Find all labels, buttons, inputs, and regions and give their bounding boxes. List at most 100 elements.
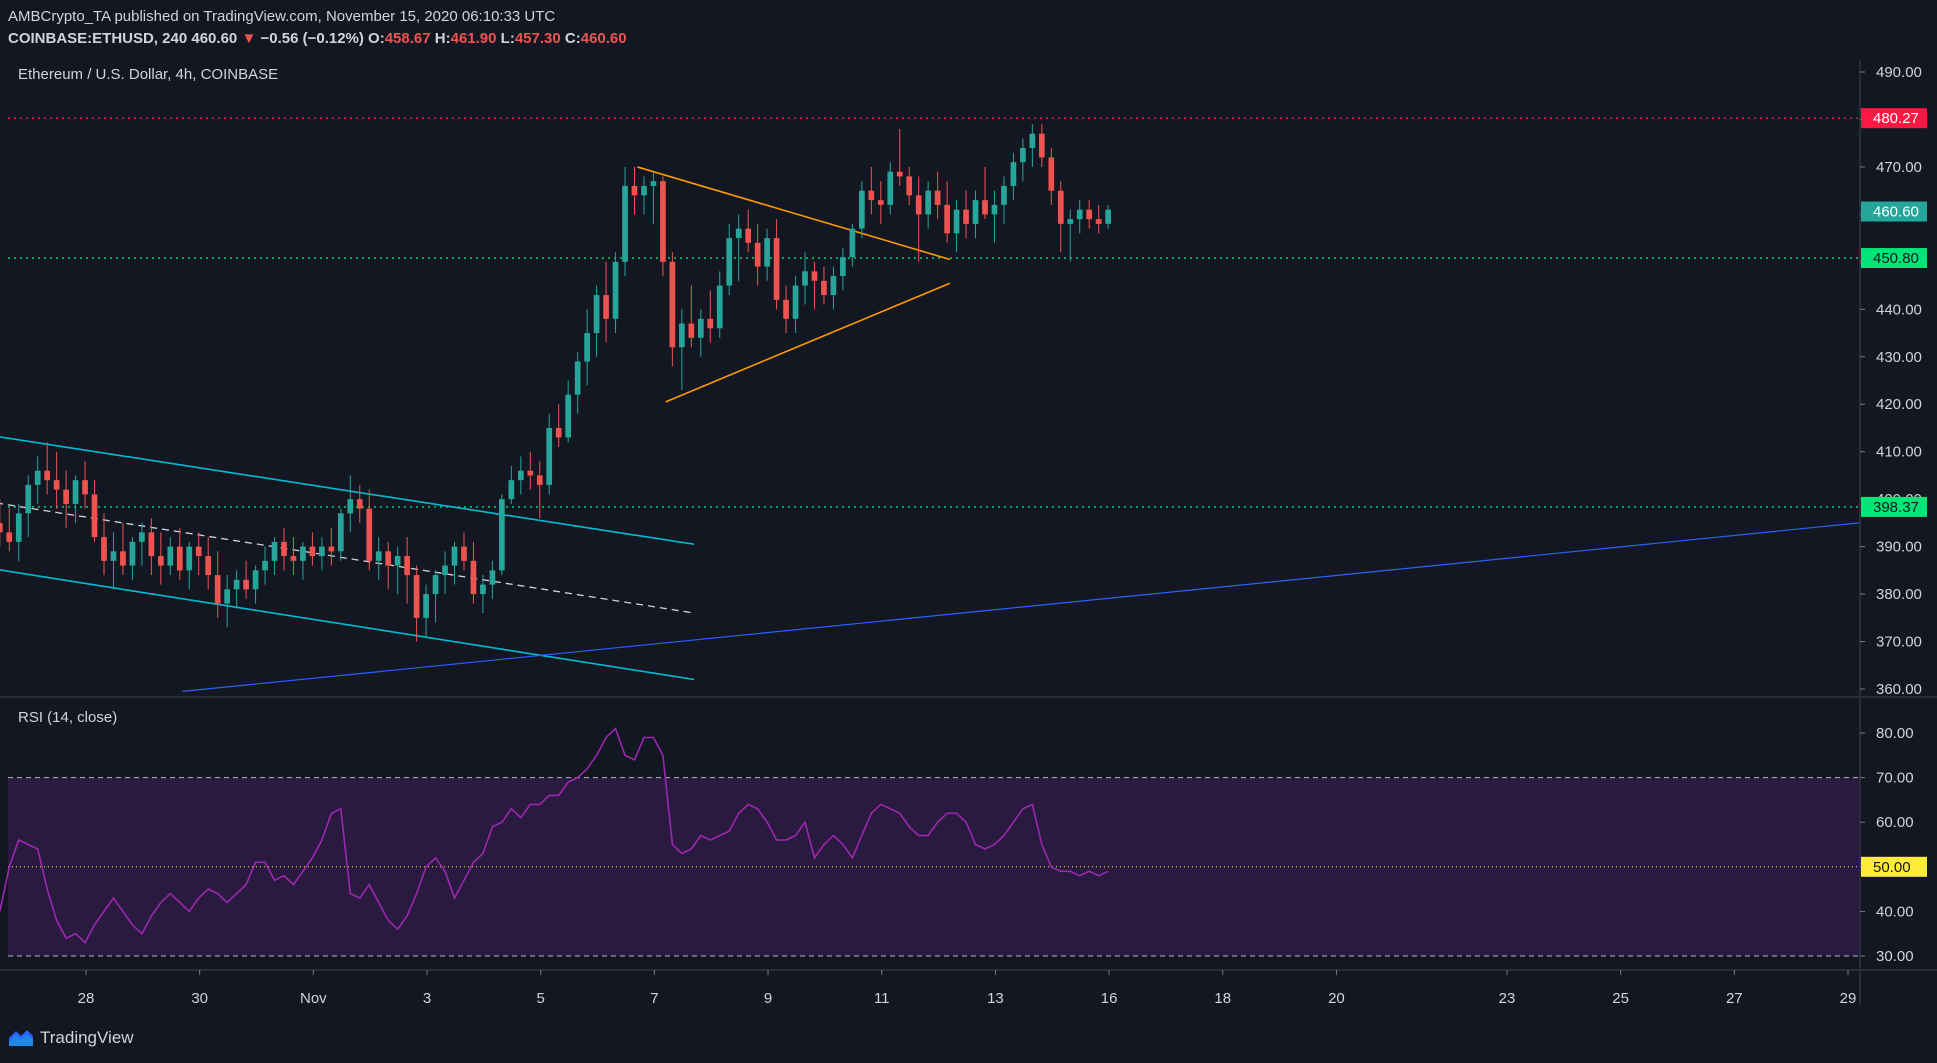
low-label: L: — [500, 30, 515, 47]
candle-body — [565, 394, 572, 438]
candle-body — [764, 238, 770, 267]
candle — [641, 176, 647, 215]
high-label: H: — [434, 30, 451, 47]
candle-body — [413, 575, 420, 618]
candle — [25, 475, 32, 538]
candle-body — [953, 209, 960, 234]
rsi-pane-title: RSI (14, close) — [18, 709, 118, 726]
price-tick-label: 490.00 — [1876, 64, 1922, 81]
candle — [176, 527, 183, 580]
candle — [622, 166, 628, 277]
candle — [764, 228, 770, 281]
candle — [148, 518, 155, 576]
candle — [868, 166, 875, 215]
candle-body — [915, 195, 922, 215]
candle-body — [480, 584, 486, 595]
candle — [375, 537, 382, 580]
time-tick-label: 27 — [1726, 990, 1743, 1007]
candle — [840, 247, 846, 291]
support-price-badge — [1861, 248, 1927, 269]
candle-body — [499, 499, 505, 571]
candle-body — [631, 185, 638, 196]
candle — [1038, 124, 1045, 167]
candle — [385, 541, 392, 590]
candle-body — [328, 546, 335, 552]
high-value: 461.90 — [450, 30, 497, 47]
candle-body — [347, 499, 354, 514]
candle-body — [555, 427, 562, 438]
candle-body — [745, 228, 752, 243]
candle-body — [517, 470, 524, 481]
candle — [811, 261, 818, 310]
candle — [167, 537, 174, 576]
candle-body — [735, 228, 742, 239]
candle-body — [356, 499, 363, 509]
candle-body — [1067, 219, 1074, 224]
candle-body — [309, 546, 316, 557]
candle — [612, 252, 619, 334]
price-tick-label: 390.00 — [1876, 539, 1922, 556]
candle — [34, 456, 41, 504]
candle-body — [167, 546, 174, 566]
candle — [6, 508, 13, 552]
candle-body — [375, 551, 382, 561]
candle-body — [34, 470, 41, 485]
candle-body — [82, 480, 88, 495]
price-tick-label: 430.00 — [1876, 349, 1922, 366]
candle-body — [840, 257, 846, 277]
time-tick-label: 16 — [1101, 990, 1118, 1007]
candle — [1067, 209, 1074, 262]
candle-body — [489, 570, 496, 585]
tradingview-brand[interactable]: TradingView — [8, 1028, 134, 1048]
candle — [394, 546, 401, 595]
candle — [593, 285, 600, 357]
candle — [944, 181, 950, 243]
candle — [489, 560, 496, 599]
candle-body — [205, 556, 212, 576]
candle-body — [470, 560, 477, 595]
candle — [745, 209, 752, 253]
candle-body — [1086, 209, 1093, 220]
candle-body — [792, 285, 799, 319]
candle — [783, 285, 789, 334]
candle — [129, 537, 136, 580]
low-value: 457.30 — [514, 30, 561, 47]
candle-body — [622, 185, 628, 262]
time-tick-label: 11 — [874, 990, 890, 1007]
candle — [432, 570, 439, 623]
publish-info: AMBCrypto_TA published on TradingView.co… — [8, 8, 555, 25]
candle — [915, 176, 922, 262]
candle-body — [120, 551, 126, 566]
ohlc-legend: COINBASE:ETHUSD, 240 460.60 ▼ −0.56 (−0.… — [8, 30, 627, 47]
open-value: 458.67 — [384, 30, 431, 47]
candle — [347, 475, 354, 533]
publish-text: published on TradingView.com, November 1… — [114, 8, 556, 25]
rsi-tick-label: 70.00 — [1876, 770, 1914, 787]
candle — [423, 584, 429, 637]
tradingview-logo-icon — [9, 1030, 33, 1046]
candle — [726, 223, 733, 296]
rsi-tick-label: 30.00 — [1876, 948, 1914, 965]
candle-body — [972, 200, 979, 224]
candle — [1057, 181, 1064, 253]
candle-body — [233, 579, 240, 590]
price-change: −0.56 (−0.12%) — [260, 30, 364, 47]
candle — [697, 309, 704, 357]
candle — [669, 252, 676, 367]
resistance-price-badge — [1861, 108, 1927, 129]
candle — [53, 451, 60, 509]
rsi-tick-label: 60.00 — [1876, 814, 1914, 831]
author-name[interactable]: AMBCrypto_TA — [8, 8, 111, 25]
candle-body — [186, 546, 193, 571]
candle-body — [546, 427, 553, 485]
last-price-badge-label: 460.60 — [1873, 204, 1919, 221]
triangle-upper-line — [637, 166, 951, 261]
candle-body — [574, 361, 581, 395]
candle — [650, 171, 657, 224]
candle-body — [688, 323, 695, 338]
candle — [565, 380, 572, 443]
candle — [139, 522, 145, 566]
candle — [205, 537, 212, 590]
candle-body — [224, 589, 230, 604]
